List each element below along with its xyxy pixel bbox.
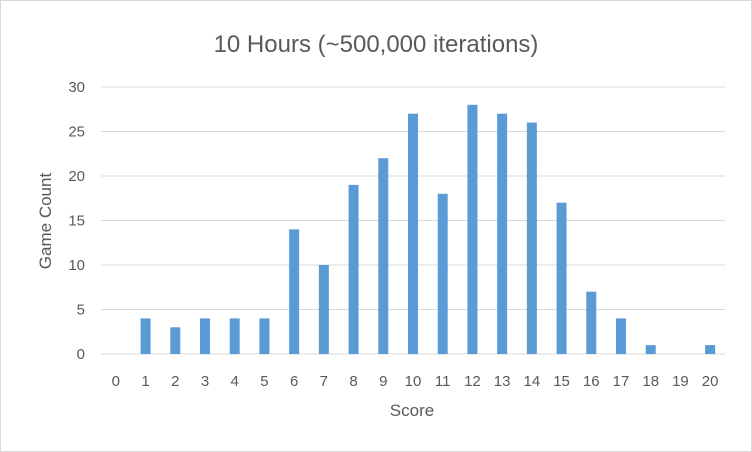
- bar-12: [467, 104, 478, 354]
- bar-3: [200, 318, 210, 354]
- x-tick-label: 8: [349, 373, 357, 390]
- y-tick-label: 10: [68, 257, 85, 274]
- bar-2: [170, 327, 181, 354]
- x-tick-label: 1: [141, 373, 149, 390]
- x-tick-label: 6: [290, 373, 298, 390]
- bar-7: [318, 265, 329, 354]
- bar-8: [348, 184, 359, 354]
- x-tick-label: 9: [379, 373, 387, 390]
- x-tick-label: 19: [672, 373, 689, 390]
- bar-13: [497, 113, 508, 354]
- y-tick-labels: 0 5 10 15 20 25 30: [68, 79, 85, 363]
- bar-16: [586, 291, 597, 354]
- bar-5: [259, 318, 270, 354]
- y-axis-label: Game Count: [36, 173, 55, 270]
- x-tick-label: 10: [405, 373, 422, 390]
- x-tick-label: 12: [464, 373, 481, 390]
- x-tick-label: 11: [435, 373, 451, 390]
- x-tick-label: 17: [613, 373, 630, 390]
- x-tick-label: 0: [112, 373, 120, 390]
- x-tick-label: 4: [231, 373, 239, 390]
- x-tick-labels: 0 1 2 3 4 5 6 7 8 9 10 11 12 13 14 15 16 17 18 19 20: [112, 373, 719, 390]
- x-tick-label: 16: [583, 373, 600, 390]
- x-axis-label: Score: [390, 401, 434, 420]
- y-tick-label: 15: [68, 213, 85, 230]
- x-tick-label: 20: [702, 373, 719, 390]
- bars: [140, 104, 716, 354]
- y-tick-label: 5: [77, 302, 85, 319]
- y-tick-label: 25: [68, 124, 85, 141]
- y-tick-label: 20: [68, 168, 85, 185]
- y-tick-label: 0: [77, 346, 85, 363]
- bar-14: [526, 122, 537, 354]
- bar-20: [705, 345, 716, 354]
- bar-9: [378, 158, 389, 354]
- bar-18: [645, 345, 656, 354]
- bar-17: [616, 318, 626, 354]
- bar-6: [289, 229, 300, 354]
- x-tick-label: 15: [553, 373, 570, 390]
- bar-15: [556, 202, 567, 354]
- chart-title: 10 Hours (~500,000 iterations): [214, 31, 539, 58]
- x-tick-label: 2: [171, 373, 179, 390]
- x-tick-label: 5: [260, 373, 268, 390]
- x-tick-label: 3: [201, 373, 209, 390]
- bar-1: [140, 318, 151, 354]
- bar-4: [229, 318, 240, 354]
- bar-11: [437, 193, 448, 354]
- bar-10: [408, 113, 418, 354]
- x-tick-label: 13: [494, 373, 511, 390]
- y-tick-label: 30: [68, 79, 85, 96]
- x-tick-label: 7: [320, 373, 328, 390]
- x-tick-label: 18: [642, 373, 659, 390]
- x-tick-label: 14: [524, 373, 541, 390]
